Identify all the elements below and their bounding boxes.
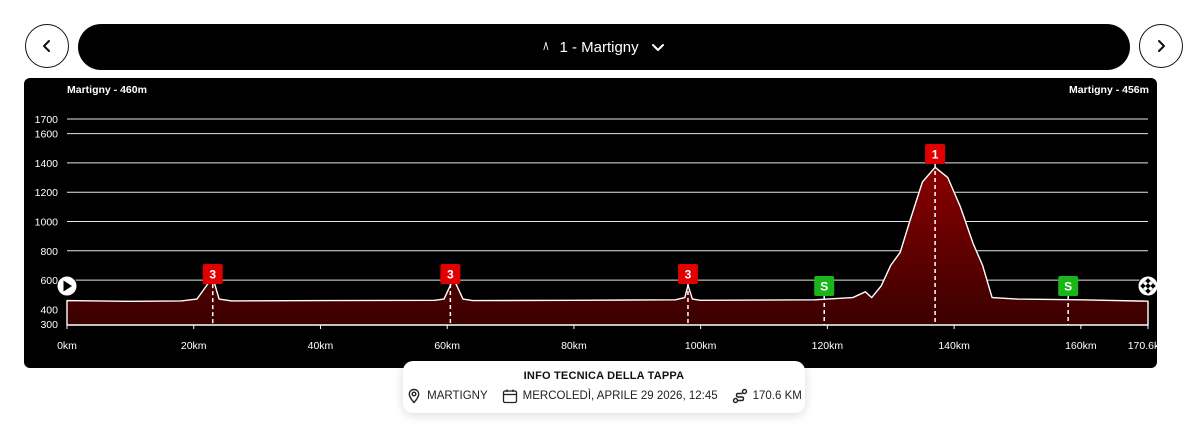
x-tick-label: 120km — [812, 340, 844, 352]
date-text: MERCOLEDÌ, APRILE 29 2026, 12:45 — [522, 390, 718, 402]
prev-stage-button[interactable] — [25, 24, 69, 68]
x-tick-label: 140km — [938, 340, 970, 352]
stage-label: 1 - Martigny — [559, 38, 639, 56]
climb-marker[interactable]: 3 — [202, 264, 223, 325]
chevron-down-icon — [651, 44, 664, 51]
marker-badge — [677, 264, 698, 284]
sprint-marker[interactable]: S — [1058, 276, 1079, 325]
y-tick-label: 300 — [40, 319, 58, 331]
play-icon — [63, 280, 72, 292]
sprint-marker[interactable]: S — [814, 276, 835, 325]
info-title: INFO TECNICA DELLA TAPPA — [523, 370, 685, 382]
chevron-right-icon — [1158, 40, 1165, 52]
climb-marker[interactable]: 3 — [440, 264, 461, 325]
mountain-icon: /\ — [543, 41, 548, 53]
date-info: MERCOLEDÌ, APRILE 29 2026, 12:45 — [502, 388, 718, 404]
location-text: MARTIGNY — [427, 390, 488, 402]
x-tick-label: 80km — [561, 340, 587, 352]
stage-selector[interactable]: /\ 1 - Martigny — [78, 24, 1130, 70]
stage-info-card: INFO TECNICA DELLA TAPPA MARTIGNY MERCOL… — [403, 361, 805, 413]
map-pin-icon — [408, 388, 420, 404]
y-tick-label: 1600 — [35, 129, 59, 141]
x-tick-label: 160km — [1065, 340, 1097, 352]
finish-marker[interactable] — [1137, 275, 1157, 297]
marker-badge — [1058, 276, 1079, 296]
chevron-left-icon — [43, 40, 50, 52]
route-icon — [732, 388, 747, 404]
x-tick-label: 60km — [434, 340, 460, 352]
calendar-icon — [502, 389, 517, 404]
marker-label: 3 — [209, 268, 216, 282]
marker-label: 3 — [447, 268, 454, 282]
y-tick-label: 600 — [40, 275, 58, 287]
marker-label: 3 — [685, 268, 692, 282]
climb-marker[interactable]: 3 — [677, 264, 698, 325]
climb-marker[interactable]: 1 — [925, 144, 946, 325]
start-marker[interactable] — [56, 275, 78, 297]
elevation-chart: Martigny - 460m Martigny - 456m 300 400 60… — [35, 84, 1157, 352]
marker-label: 1 — [932, 148, 939, 162]
elevation-profile: Martigny - 460m Martigny - 456m 300 400 60… — [24, 78, 1157, 368]
marker-badge — [925, 144, 946, 164]
marker-label: S — [1064, 280, 1072, 294]
x-tick-label: 40km — [308, 340, 334, 352]
x-tick-label: 100km — [685, 340, 717, 352]
y-tick-label: 1200 — [35, 187, 59, 199]
end-elevation-label: Martigny - 456m — [1069, 84, 1149, 96]
y-tick-label: 400 — [40, 304, 58, 316]
y-tick-label: 1000 — [35, 217, 59, 229]
y-tick-label: 1700 — [35, 114, 59, 126]
marker-badge — [814, 276, 835, 296]
x-tick-label: 20km — [181, 340, 207, 352]
marker-label: S — [820, 280, 828, 294]
distance-info: 170.6 KM — [732, 388, 802, 404]
x-tick-label: 0km — [57, 340, 77, 352]
next-stage-button[interactable] — [1139, 24, 1183, 68]
x-tick-label: 170.6km — [1128, 340, 1157, 352]
start-elevation-label: Martigny - 460m — [67, 84, 147, 96]
marker-badge — [440, 264, 461, 284]
location-info: MARTIGNY — [406, 388, 488, 404]
elevation-area — [66, 166, 1149, 326]
distance-text: 170.6 KM — [752, 390, 802, 402]
y-tick-label: 1400 — [35, 158, 59, 170]
y-tick-label: 800 — [40, 246, 58, 258]
checkered-flag-icon — [1140, 278, 1156, 294]
marker-badge — [202, 264, 223, 284]
